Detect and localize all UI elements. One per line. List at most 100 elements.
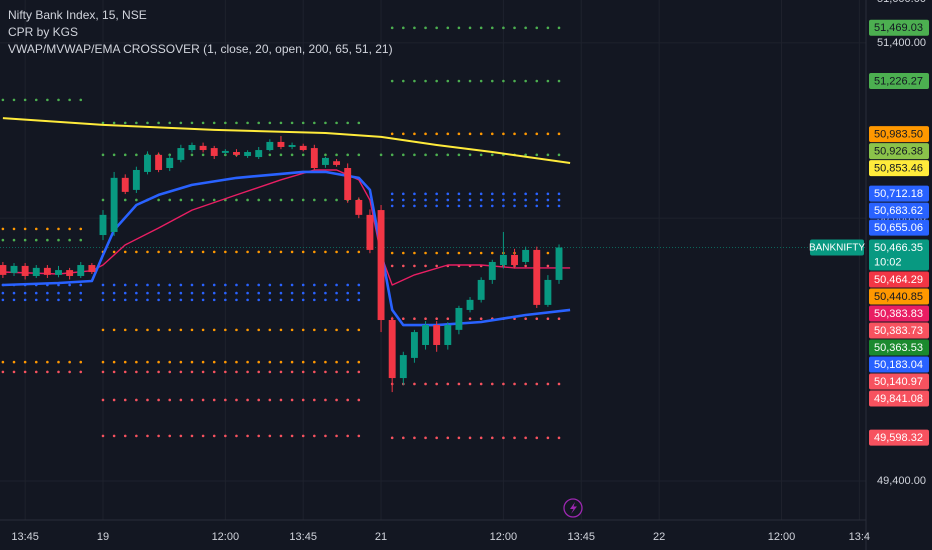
candle-body <box>221 150 229 153</box>
price-label-box <box>869 305 929 322</box>
indicator-line <box>2 170 571 327</box>
candle-body <box>99 214 107 236</box>
chart-title: Nifty Bank Index, 15, NSE <box>8 8 147 22</box>
last-price-box <box>869 239 929 271</box>
price-label-box <box>869 160 929 177</box>
price-label-box <box>869 202 929 219</box>
x-tick-label: 12:00 <box>212 531 240 543</box>
symbol-tag: BANKNIFTY <box>809 243 865 254</box>
candle-body <box>533 249 541 305</box>
indicator-name: CPR by KGS <box>8 25 78 39</box>
price-label-box <box>869 356 929 373</box>
price-label: 50,983.50 <box>874 129 923 141</box>
candle-body <box>410 332 418 358</box>
y-tick-label: 51,400.00 <box>877 37 926 49</box>
icon-bolt <box>570 502 577 514</box>
candle-body <box>299 145 307 151</box>
candle-body <box>321 157 329 165</box>
price-label-box <box>869 288 929 305</box>
candle-body <box>277 141 285 147</box>
price-label: 50,363.53 <box>874 342 923 354</box>
candle-body <box>188 145 196 151</box>
candle-body <box>544 279 552 305</box>
candle-body <box>132 169 140 190</box>
candle-body <box>255 150 263 158</box>
price-label-box <box>869 19 929 36</box>
candle-body <box>144 154 151 172</box>
indicator-lines <box>2 117 571 327</box>
price-labels: 51,469.03 51,226.27 50,983.50 50,926.38 50,8… <box>809 19 929 446</box>
price-label-box <box>869 429 929 446</box>
candle-body <box>155 154 163 170</box>
x-tick-label: 13:45 <box>11 531 39 543</box>
candle-body <box>555 247 563 280</box>
candle-body <box>344 168 352 200</box>
candle-body <box>88 265 96 273</box>
x-tick-label: 21 <box>375 531 387 543</box>
price-label-box <box>869 271 929 288</box>
price-label: 50,383.83 <box>874 308 923 320</box>
price-label: 49,598.32 <box>874 432 923 444</box>
candle-body <box>522 249 530 262</box>
candle-body <box>199 145 207 151</box>
price-label: 50,466.35 <box>874 242 923 254</box>
candle-body <box>55 270 62 275</box>
price-label: 50,712.18 <box>874 188 923 200</box>
candle-body <box>355 199 363 215</box>
price-label-box <box>869 373 929 390</box>
price-label-box <box>869 322 929 339</box>
indicator-name: VWAP/MVWAP/EMA CROSSOVER (1, close, 20, … <box>8 42 393 56</box>
candles <box>0 136 563 393</box>
candle-body <box>110 177 118 232</box>
price-label-box <box>869 390 929 407</box>
price-label: 50,655.06 <box>874 222 923 234</box>
candle-body <box>288 145 296 147</box>
candle-body <box>399 355 407 379</box>
price-label: 50,183.04 <box>874 359 923 371</box>
candle-body <box>233 152 240 155</box>
price-label-box <box>869 185 929 202</box>
indicator-line <box>2 169 571 286</box>
price-label-box <box>869 126 929 143</box>
x-tick-label: 12:00 <box>768 531 796 543</box>
candle-body <box>333 161 341 165</box>
y-tick-label: 51,600.00 <box>877 0 926 5</box>
price-label: 50,853.46 <box>874 163 923 175</box>
candle-body <box>121 177 129 192</box>
x-tick-label: 19 <box>97 531 109 543</box>
price-label-box <box>869 219 929 236</box>
candle-body <box>455 307 463 330</box>
candle-body <box>444 325 452 345</box>
candle-body <box>310 148 318 169</box>
x-tick-label: 22 <box>653 531 665 543</box>
price-label-box <box>869 339 929 356</box>
countdown: 10:02 <box>874 256 902 268</box>
price-label: 51,226.27 <box>874 75 923 87</box>
grid <box>0 0 866 520</box>
price-label: 50,683.62 <box>874 205 923 217</box>
price-label: 50,464.29 <box>874 274 923 286</box>
icon-ring <box>563 498 583 518</box>
candle-body <box>32 267 40 276</box>
candle-body <box>21 265 29 276</box>
indicator-line <box>2 117 571 164</box>
price-label: 51,469.03 <box>874 22 923 34</box>
candle-body <box>488 261 496 280</box>
candle-body <box>266 141 274 151</box>
replay-icon[interactable] <box>563 498 583 518</box>
candle-body <box>210 148 218 156</box>
candle-body <box>422 325 429 345</box>
candle-body <box>66 270 74 276</box>
x-tick-label: 13:4 <box>849 531 870 543</box>
x-tick-label: 13:45 <box>567 531 595 543</box>
candle-body <box>477 279 485 300</box>
x-tick-label: 12:00 <box>490 531 518 543</box>
candle-body <box>377 210 385 321</box>
candle-body <box>10 265 18 273</box>
price-label: 50,440.85 <box>874 291 923 303</box>
price-label: 50,140.97 <box>874 376 923 388</box>
candle-body <box>499 254 507 266</box>
symbol-tag-box <box>810 239 864 256</box>
y-tick-label: 49,400.00 <box>877 475 926 487</box>
